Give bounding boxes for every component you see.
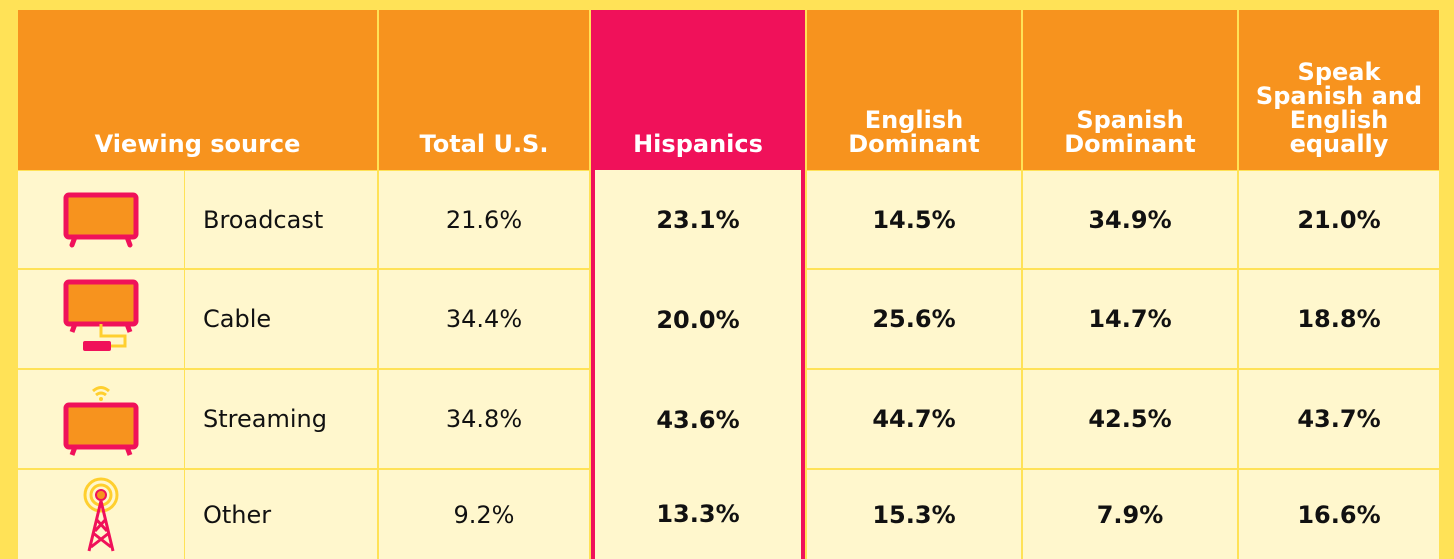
cell-text: 20.0%	[656, 305, 740, 334]
header-cell: Speak Spanish and English equally	[1239, 10, 1439, 170]
icon-cell	[18, 470, 184, 559]
source-icon	[83, 477, 119, 551]
source-icon	[63, 279, 139, 351]
value-cell: 16.6%	[1239, 470, 1439, 559]
value-cell: 20.0%	[591, 269, 805, 370]
cell-text: Other	[203, 500, 272, 529]
value-cell: 34.8%	[379, 370, 589, 468]
cell-text: 9.2%	[453, 500, 515, 529]
header-cell: Viewing source	[18, 10, 377, 170]
header-cell: English Dominant	[807, 10, 1021, 170]
value-cell: 21.0%	[1239, 171, 1439, 268]
cell-text: 34.8%	[445, 405, 523, 433]
value-cell: 21.6%	[379, 171, 589, 268]
value-cell: 9.2%	[379, 470, 589, 559]
cell-text: 34.9%	[1088, 205, 1172, 234]
value-cell: 34.9%	[1023, 171, 1237, 268]
cell-text: 15.3%	[872, 500, 956, 529]
cell-text: 43.6%	[656, 405, 740, 434]
value-cell: 44.7%	[807, 370, 1021, 468]
cell-text: Cable	[203, 305, 272, 333]
cell-text: 13.3%	[656, 500, 740, 528]
source-label: Streaming	[185, 370, 377, 468]
value-cell: 7.9%	[1023, 470, 1237, 559]
cell-text: English Dominant	[848, 106, 980, 158]
source-icon	[63, 192, 139, 247]
header-cell: Total U.S.	[379, 10, 589, 170]
cell-text: 42.5%	[1088, 405, 1172, 433]
cell-text: 18.8%	[1297, 305, 1381, 333]
value-cell: 14.5%	[807, 171, 1021, 268]
cell-text: 25.6%	[872, 305, 956, 333]
cell-text: Broadcast	[203, 205, 324, 234]
cell-text: 7.9%	[1096, 500, 1164, 529]
value-cell: 13.3%	[591, 469, 805, 559]
source-label: Cable	[185, 270, 377, 368]
cell-text: 43.7%	[1297, 405, 1381, 433]
source-label: Broadcast	[185, 171, 377, 268]
cell-text: 23.1%	[656, 206, 740, 234]
cell-text: 21.6%	[445, 205, 523, 234]
cell-text: 34.4%	[445, 305, 523, 333]
cell-text: Speak Spanish and English equally	[1255, 58, 1423, 158]
cell-text: Total U.S.	[419, 130, 549, 158]
cell-text: Viewing source	[94, 130, 301, 158]
value-cell: 42.5%	[1023, 370, 1237, 468]
cell-text: Hispanics	[633, 130, 763, 158]
cell-text: Spanish Dominant	[1064, 106, 1196, 158]
value-cell: 43.6%	[591, 369, 805, 470]
value-cell: 14.7%	[1023, 270, 1237, 368]
value-cell: 25.6%	[807, 270, 1021, 368]
icon-cell	[18, 370, 184, 468]
value-cell: 43.7%	[1239, 370, 1439, 468]
cell-text: 14.7%	[1088, 305, 1172, 333]
icon-cell	[18, 171, 184, 268]
cell-text: 16.6%	[1297, 500, 1381, 529]
cell-text: 21.0%	[1297, 205, 1381, 234]
cell-text: 44.7%	[872, 405, 956, 433]
cell-text: Streaming	[203, 405, 327, 433]
value-cell: 23.1%	[591, 170, 805, 270]
value-cell: 34.4%	[379, 270, 589, 368]
source-icon	[63, 386, 139, 456]
value-cell: 15.3%	[807, 470, 1021, 559]
header-cell: Hispanics	[591, 10, 805, 170]
header-cell: Spanish Dominant	[1023, 10, 1237, 170]
icon-cell	[18, 270, 184, 368]
source-label: Other	[185, 470, 377, 559]
value-cell: 18.8%	[1239, 270, 1439, 368]
cell-text: 14.5%	[872, 205, 956, 234]
